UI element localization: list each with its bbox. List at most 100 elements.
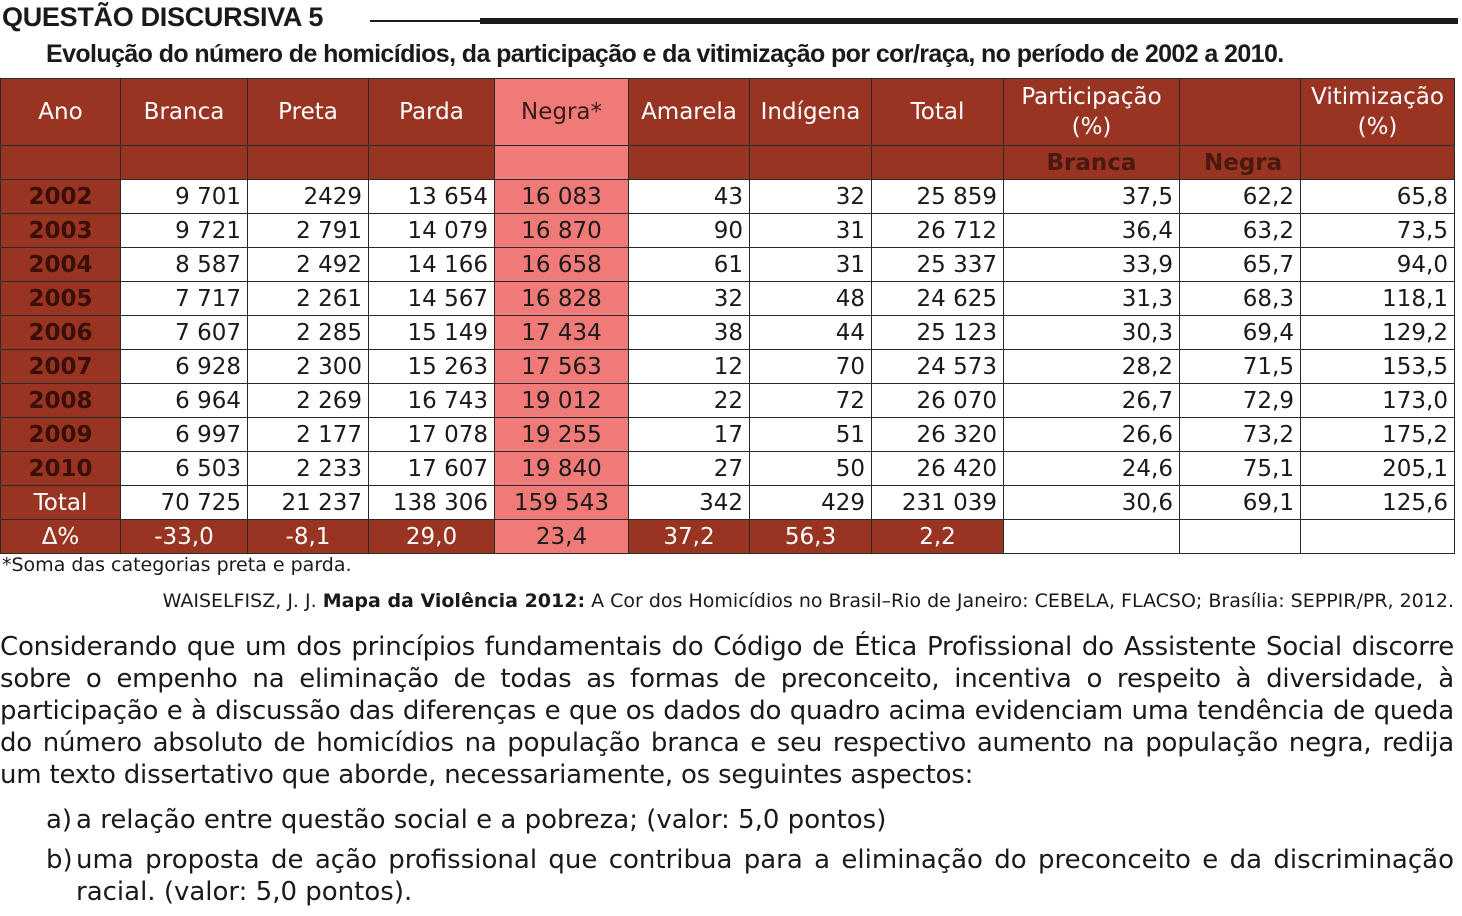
cell-indigena: 70 (749, 349, 872, 384)
cell-indigena: 51 (749, 417, 872, 452)
homicide-table: Ano Branca Preta Parda Negra* Amarela In… (0, 78, 1455, 554)
cell-part-negra: 68,3 (1179, 281, 1301, 316)
cell-branca: 9 701 (120, 179, 248, 214)
subheader-negra: Negra (1179, 145, 1301, 180)
cell-total: 26 712 (871, 213, 1004, 248)
cell-branca: -33,0 (120, 519, 248, 554)
vitimizacao-label: Vitimização (1311, 84, 1444, 110)
cell-indigena: 50 (749, 451, 872, 486)
cell-preta: 21 237 (247, 485, 369, 520)
item-text: a relação entre questão social e a pobre… (76, 805, 887, 835)
table-row: 2007 6 928 2 300 15 263 17 563 12 70 24 573 28,2… (0, 349, 1455, 384)
question-title: QUESTÃO DISCURSIVA 5 (2, 2, 324, 32)
cell-part-negra: 75,1 (1179, 451, 1301, 486)
cell-vitimizacao: 129,2 (1300, 315, 1455, 350)
cell-part-branca: 37,5 (1003, 179, 1180, 214)
cell-part-branca: 26,6 (1003, 417, 1180, 452)
item-label: b) (46, 845, 73, 875)
cell-amarela: 37,2 (628, 519, 750, 554)
cell-amarela: 32 (628, 281, 750, 316)
cell-part-branca: 36,4 (1003, 213, 1180, 248)
col-header-ano: Ano (0, 78, 121, 146)
cell-part-negra: 71,5 (1179, 349, 1301, 384)
cell-part-negra: 62,2 (1179, 179, 1301, 214)
cell-vitimizacao: 175,2 (1300, 417, 1455, 452)
subheader-cell (871, 145, 1004, 180)
col-header-parda: Parda (368, 78, 495, 146)
table-row: 2004 8 587 2 492 14 166 16 658 61 31 25 337 33,9… (0, 247, 1455, 282)
question-item-a: a) a relação entre questão social e a po… (46, 804, 1454, 836)
cell-vitimizacao: 94,0 (1300, 247, 1455, 282)
cell-indigena: 31 (749, 247, 872, 282)
cell-ano: 2006 (0, 315, 121, 350)
cell-preta: 2 233 (247, 451, 369, 486)
cell-amarela: 61 (628, 247, 750, 282)
cell-part-branca: 30,3 (1003, 315, 1180, 350)
cell-amarela: 38 (628, 315, 750, 350)
cell-parda: 16 743 (368, 383, 495, 418)
cell-part-negra: 72,9 (1179, 383, 1301, 418)
delta-row: Δ% -33,0 -8,1 29,0 23,4 37,2 56,3 2,2 (0, 519, 1455, 554)
subheader-cell (494, 145, 629, 180)
cell-amarela: 27 (628, 451, 750, 486)
table-caption: Evolução do número de homicídios, da par… (46, 40, 1284, 68)
cell-total: 26 320 (871, 417, 1004, 452)
cell-indigena: 56,3 (749, 519, 872, 554)
cell-total: 2,2 (871, 519, 1004, 554)
cell-ano: 2005 (0, 281, 121, 316)
cell-branca: 8 587 (120, 247, 248, 282)
cell-total: 26 070 (871, 383, 1004, 418)
subheader-cell (0, 145, 121, 180)
source-citation: WAISELFISZ, J. J. Mapa da Violência 2012… (163, 590, 1454, 612)
cell-branca: 9 721 (120, 213, 248, 248)
cell-part-negra: 63,2 (1179, 213, 1301, 248)
cell-ano: 2010 (0, 451, 121, 486)
cell-amarela: 12 (628, 349, 750, 384)
table-body: Ano Branca Preta Parda Negra* Amarela In… (0, 78, 1455, 554)
question-item-b: b) uma proposta de ação profissional que… (46, 844, 1454, 908)
col-header-vitimizacao: Vitimização (%) (1300, 78, 1455, 146)
cell-negra: 19 255 (494, 417, 629, 452)
vitimizacao-unit: (%) (1357, 114, 1398, 140)
cell-negra: 17 434 (494, 315, 629, 350)
cell-indigena: 429 (749, 485, 872, 520)
cell-total: 24 573 (871, 349, 1004, 384)
cell-ano: 2007 (0, 349, 121, 384)
cell-parda: 14 567 (368, 281, 495, 316)
cell-indigena: 44 (749, 315, 872, 350)
cell-vitimizacao: 125,6 (1300, 485, 1455, 520)
cell-preta: 2 285 (247, 315, 369, 350)
cell-parda: 14 166 (368, 247, 495, 282)
table-row: 2008 6 964 2 269 16 743 19 012 22 72 26 070 26,7… (0, 383, 1455, 418)
cell-total: 231 039 (871, 485, 1004, 520)
cell-total: 24 625 (871, 281, 1004, 316)
cell-ano: Total (0, 485, 121, 520)
cell-amarela: 22 (628, 383, 750, 418)
col-header-blank (1179, 78, 1301, 146)
cell-preta: 2429 (247, 179, 369, 214)
cell-part-branca (1003, 519, 1180, 554)
cell-preta: 2 492 (247, 247, 369, 282)
cell-parda: 13 654 (368, 179, 495, 214)
table-row: 2002 9 701 2429 13 654 16 083 43 32 25 859 37,5 6… (0, 179, 1455, 214)
cell-indigena: 31 (749, 213, 872, 248)
subheader-cell (749, 145, 872, 180)
subheader-cell (628, 145, 750, 180)
cell-preta: 2 177 (247, 417, 369, 452)
cell-parda: 29,0 (368, 519, 495, 554)
cell-part-branca: 31,3 (1003, 281, 1180, 316)
cell-part-branca: 26,7 (1003, 383, 1180, 418)
cell-branca: 6 928 (120, 349, 248, 384)
header-row: Ano Branca Preta Parda Negra* Amarela In… (0, 78, 1455, 146)
col-header-branca: Branca (120, 78, 248, 146)
table-row: 2003 9 721 2 791 14 079 16 870 90 31 26 712 36,4… (0, 213, 1455, 248)
cell-negra: 19 840 (494, 451, 629, 486)
cell-vitimizacao: 65,8 (1300, 179, 1455, 214)
cell-vitimizacao: 173,0 (1300, 383, 1455, 418)
cell-vitimizacao (1300, 519, 1455, 554)
cell-preta: 2 791 (247, 213, 369, 248)
cell-negra: 159 543 (494, 485, 629, 520)
cell-parda: 15 263 (368, 349, 495, 384)
cell-vitimizacao: 118,1 (1300, 281, 1455, 316)
col-header-participacao: Participação (%) (1003, 78, 1180, 146)
